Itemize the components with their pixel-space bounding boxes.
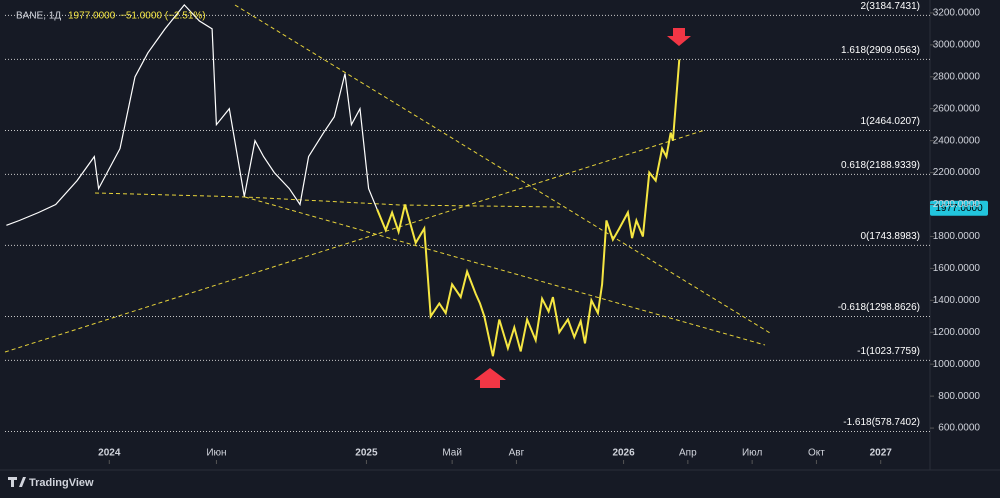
y-tick-label: 3000.0000 [933, 40, 981, 51]
y-tick-label: 800.0000 [938, 391, 980, 402]
fib-level-label: 0(1743.8983) [861, 231, 921, 242]
y-tick-label: 1800.0000 [933, 231, 981, 242]
fib-level-label: -1(1023.7759) [857, 346, 920, 357]
price-line [376, 59, 681, 357]
trend-line [94, 192, 561, 208]
x-tick-label: Окт [808, 448, 825, 459]
trend-line [4, 129, 706, 353]
x-tick-label: 2025 [355, 448, 378, 459]
x-tick-label: Авг [509, 448, 525, 459]
x-tick-label: Июн [206, 448, 226, 459]
header-price: 1977.0000 [68, 11, 116, 22]
y-tick-label: 1400.0000 [933, 295, 981, 306]
x-tick-label: 2026 [612, 448, 635, 459]
y-tick-label: 2400.0000 [933, 135, 981, 146]
price-line [6, 3, 378, 226]
x-tick-label: Май [442, 448, 462, 459]
y-tick-label: 2200.0000 [933, 167, 981, 178]
down-arrow [667, 28, 691, 46]
y-tick-label: 2000.0000 [933, 199, 981, 210]
y-tick-label: 1200.0000 [933, 327, 981, 338]
fib-level-label: 2(3184.7431) [861, 1, 921, 12]
fib-level-label: 1(2464.0207) [861, 116, 921, 127]
fib-level-label: -0.618(1298.8626) [838, 302, 920, 313]
header-change: −51.0000 (−2.51%) [120, 11, 206, 22]
y-tick-label: 2600.0000 [933, 103, 981, 114]
x-tick-label: Июл [742, 448, 762, 459]
y-tick-label: 2800.0000 [933, 71, 981, 82]
fib-level-label: -1.618(578.7402) [843, 417, 920, 428]
y-tick-label: 600.0000 [938, 423, 980, 434]
fib-level-label: 1.618(2909.0563) [841, 45, 920, 56]
x-tick-label: Апр [679, 448, 697, 459]
trend-line [244, 196, 766, 346]
price-tag-label: 1977.0000 [935, 203, 983, 214]
trend-lines [4, 4, 771, 353]
fib-level-label: 0.618(2188.9339) [841, 160, 920, 171]
price-tag [930, 200, 988, 216]
up-arrow [474, 368, 506, 388]
y-tick-label: 1000.0000 [933, 359, 981, 370]
y-tick-label: 1600.0000 [933, 263, 981, 274]
logo-mark [8, 477, 26, 487]
x-tick-label: 2024 [98, 448, 121, 459]
symbol: BANE, 1Д [16, 11, 61, 22]
brand-logo: TradingView [8, 477, 94, 489]
brand: TradingView [29, 477, 94, 489]
y-tick-label: 3200.0000 [933, 8, 981, 19]
x-tick-label: 2027 [870, 448, 893, 459]
